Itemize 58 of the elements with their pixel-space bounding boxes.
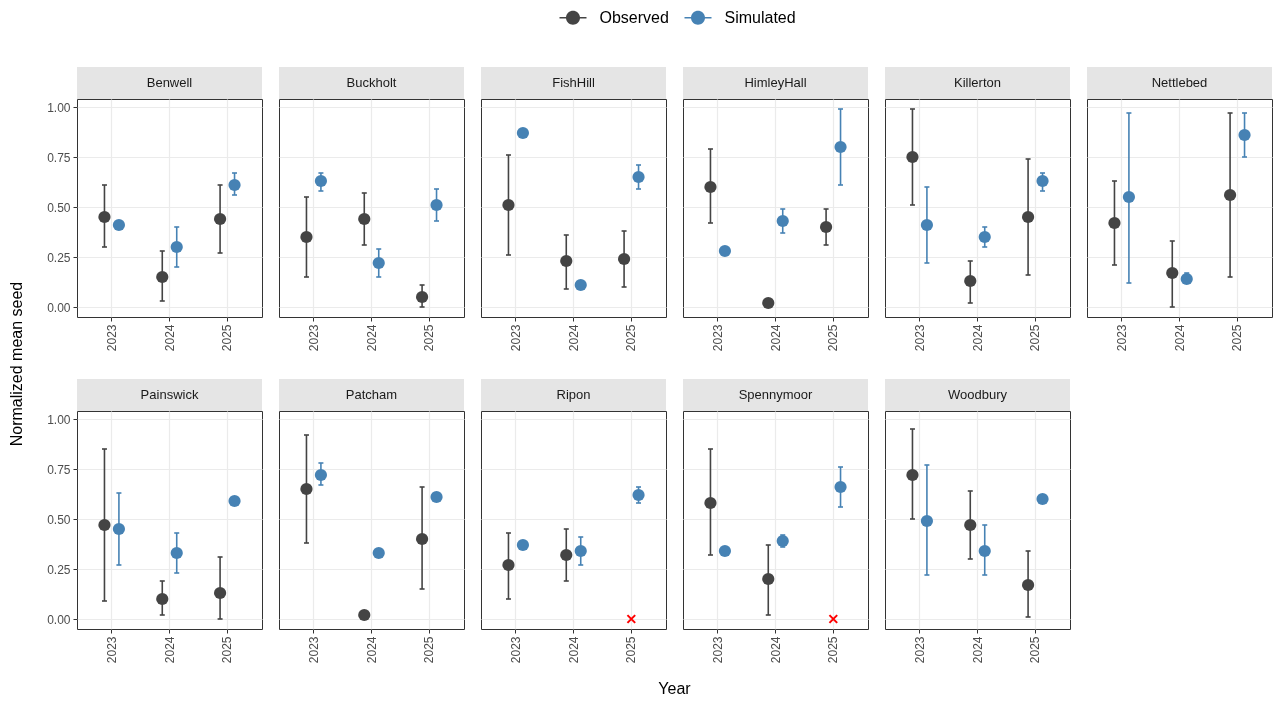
x-tick-label: 2023 <box>1114 324 1129 352</box>
x-tick-label: 2023 <box>912 636 927 664</box>
x-tick-label: 2023 <box>306 636 321 664</box>
chart-title: HimleyHall <box>744 75 807 90</box>
chart-title: FishHill <box>552 75 595 90</box>
x-tick-label: 2025 <box>826 636 841 664</box>
x-tick-label: 2024 <box>364 636 379 664</box>
x-tick-label: 2025 <box>422 324 437 352</box>
x-tick-label: 2025 <box>220 636 235 664</box>
y-tick-label: 0.25 <box>47 562 71 577</box>
x-tick-label: 2024 <box>768 324 783 352</box>
y-tick-label: 0.50 <box>47 512 71 527</box>
chart-title: Benwell <box>146 75 193 90</box>
x-tick-label: 2025 <box>1028 324 1043 352</box>
x-tick-label: 2024 <box>162 324 177 352</box>
x-tick-label: 2023 <box>508 324 523 352</box>
x-tick-label: 2023 <box>104 324 119 352</box>
chart-title: Buckholt <box>346 75 397 90</box>
x-tick-label: 2024 <box>566 324 581 352</box>
x-tick-label: 2025 <box>1230 324 1245 352</box>
x-tick-label: 2024 <box>566 636 581 664</box>
x-tick-label: 2023 <box>306 324 321 352</box>
x-tick-label: 2025 <box>1028 636 1043 664</box>
chart-title: Spennymoor <box>738 387 814 402</box>
y-tick-label: 0.75 <box>47 150 71 165</box>
chart-title: Woodbury <box>947 387 1008 402</box>
x-tick-label: 2024 <box>162 636 177 664</box>
x-tick-label: 2024 <box>364 324 379 352</box>
chart-title: Painswick <box>140 387 199 402</box>
x-tick-label: 2024 <box>1172 324 1187 352</box>
y-tick-label: 1.00 <box>47 412 71 427</box>
x-tick-label: 2025 <box>624 324 639 352</box>
y-tick-label: 0.75 <box>47 462 71 477</box>
y-tick-label: 1.00 <box>47 100 71 115</box>
x-tick-label: 2023 <box>912 324 927 352</box>
x-tick-label: 2023 <box>104 636 119 664</box>
legend-label: Simulated <box>724 8 796 26</box>
x-tick-label: 2024 <box>970 636 985 664</box>
x-tick-label: 2025 <box>220 324 235 352</box>
x-tick-label: 2024 <box>970 324 985 352</box>
x-tick-label: 2024 <box>768 636 783 664</box>
chart-title: Killerton <box>954 75 1001 90</box>
y-axis-title: Normalized mean seed <box>8 281 25 447</box>
x-tick-label: 2023 <box>508 636 523 664</box>
legend-label: Observed <box>599 8 669 26</box>
y-tick-label: 0.00 <box>47 300 71 315</box>
y-tick-label: 0.50 <box>47 200 71 215</box>
y-tick-label: 0.00 <box>47 612 71 627</box>
chart-title: Nettlebed <box>1151 75 1208 90</box>
x-tick-label: 2025 <box>826 324 841 352</box>
x-tick-label: 2023 <box>710 636 725 664</box>
x-tick-label: 2025 <box>624 636 639 664</box>
x-axis-title: Year <box>658 680 692 697</box>
chart-title: Patcham <box>345 387 398 402</box>
x-tick-label: 2025 <box>422 636 437 664</box>
x-tick-label: 2023 <box>710 324 725 352</box>
y-tick-label: 0.25 <box>47 250 71 265</box>
chart-title: Ripon <box>556 387 591 402</box>
